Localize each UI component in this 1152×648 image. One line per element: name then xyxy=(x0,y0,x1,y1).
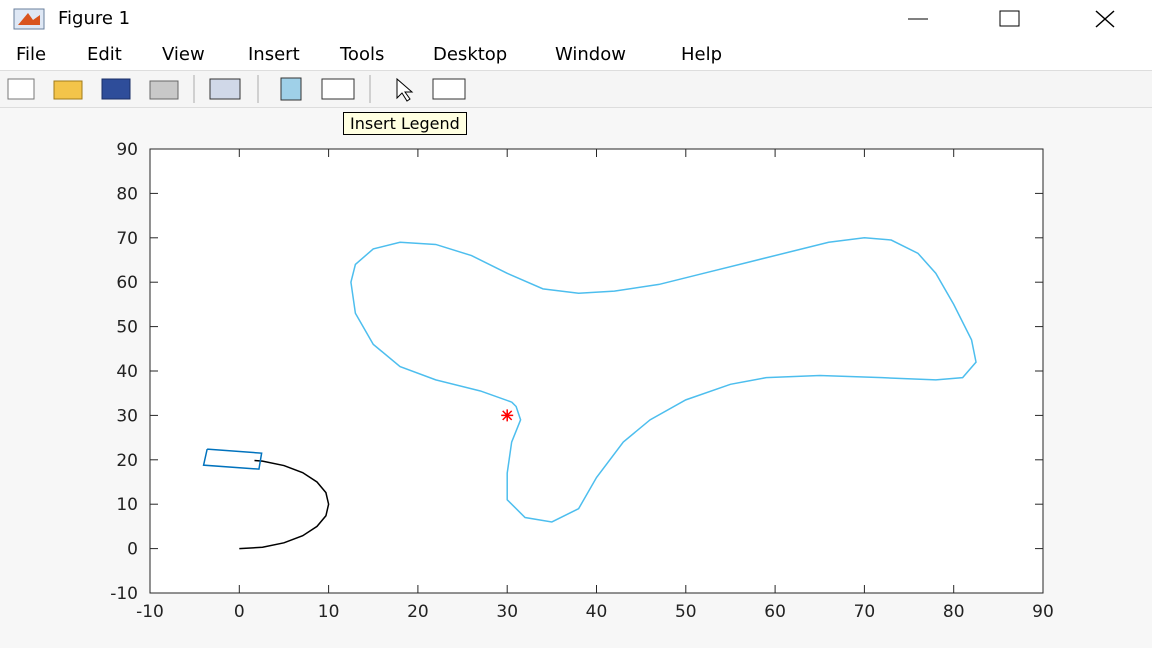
window-title: Figure 1 xyxy=(58,8,131,29)
title-bar: Figure 1 xyxy=(0,0,1152,38)
x-tick-label: 30 xyxy=(496,602,518,622)
print-icon[interactable] xyxy=(149,80,179,100)
pointer-icon[interactable] xyxy=(396,77,414,102)
menu-item[interactable]: Desktop xyxy=(433,44,508,65)
print-preview-icon[interactable] xyxy=(209,78,241,100)
menu-item[interactable]: View xyxy=(162,44,205,65)
x-tick-label: 60 xyxy=(764,602,786,622)
y-tick-label: 20 xyxy=(116,451,138,471)
property-icon[interactable] xyxy=(432,78,466,100)
x-tick-label: 50 xyxy=(675,602,697,622)
point-marker xyxy=(501,409,514,422)
y-tick-label: 30 xyxy=(116,406,138,426)
y-tick-label: 70 xyxy=(116,229,138,249)
y-tick-label: 0 xyxy=(127,540,138,560)
toolbar-icons xyxy=(7,75,466,103)
tooltip: Insert Legend xyxy=(343,112,467,135)
new-icon[interactable] xyxy=(7,78,35,100)
axes-box xyxy=(149,148,1044,594)
toolbar xyxy=(0,70,1152,108)
x-tick-label: 20 xyxy=(407,602,429,622)
y-tick-label: 60 xyxy=(116,273,138,293)
menu-item[interactable]: File xyxy=(16,44,47,65)
x-tick-label: -10 xyxy=(136,602,164,622)
line-series xyxy=(239,459,330,550)
menu-item[interactable]: Insert xyxy=(248,44,300,65)
maximize-button[interactable] xyxy=(999,10,1020,27)
x-tick-label: 0 xyxy=(234,602,245,622)
colorbar-icon[interactable] xyxy=(280,77,302,101)
menu-bar: File Edit View Insert Tools Desktop Window Help xyxy=(0,38,1152,70)
y-tick-label: 10 xyxy=(116,495,138,515)
title-bar-art xyxy=(13,8,1115,30)
menu-item[interactable]: Window xyxy=(555,44,626,65)
menu-item[interactable]: Edit xyxy=(87,44,122,65)
y-tick-label: 50 xyxy=(116,318,138,338)
line-series xyxy=(202,448,263,470)
y-tick-label: 40 xyxy=(116,362,138,382)
app-icon-glyph xyxy=(18,13,40,25)
save-icon[interactable] xyxy=(101,78,131,100)
y-tick-label: 90 xyxy=(116,140,138,160)
plot: -10 0 10 20 30 40 50 60 70 80 90 -10 0 10 20 30 40 50 60 70… xyxy=(110,140,1054,622)
x-tick-label: 80 xyxy=(943,602,965,622)
x-tick-label: 10 xyxy=(318,602,340,622)
x-tick-label: 70 xyxy=(854,602,876,622)
open-icon[interactable] xyxy=(53,80,83,100)
legend-icon[interactable] xyxy=(321,78,355,100)
x-tick-label: 40 xyxy=(586,602,608,622)
x-tick-label: 90 xyxy=(1032,602,1054,622)
line-series xyxy=(350,237,977,523)
menu-item[interactable]: Help xyxy=(681,44,723,65)
close-button[interactable] xyxy=(1095,10,1115,28)
menu-item[interactable]: Tools xyxy=(340,44,385,65)
y-tick-label: -10 xyxy=(110,584,138,604)
y-tick-label: 80 xyxy=(116,184,138,204)
